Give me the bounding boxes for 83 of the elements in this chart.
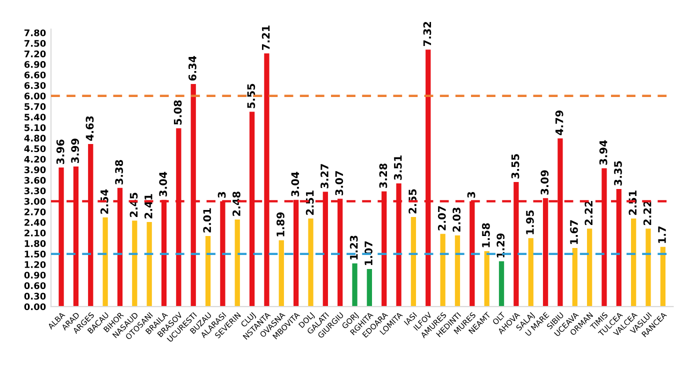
- y-tick-label: 6.00: [24, 92, 46, 100]
- y-tick-label: 5.10: [24, 124, 46, 132]
- data-label: 1.67: [570, 220, 578, 244]
- bar: [205, 236, 211, 307]
- y-tick-label: 4.50: [24, 145, 46, 152]
- data-label: 5.55: [247, 84, 256, 108]
- data-label: 3.99: [71, 138, 79, 163]
- y-tick-label: 3.60: [24, 176, 46, 184]
- data-label: 2.41: [144, 194, 152, 218]
- data-label: 3.94: [599, 140, 608, 165]
- y-tick-label: 2.40: [24, 219, 46, 226]
- bar: [352, 263, 358, 307]
- y-tick-label: 0.90: [24, 272, 46, 279]
- data-label: 6.34: [188, 56, 196, 81]
- bar: [366, 269, 372, 307]
- y-tick-label: 2.70: [24, 208, 46, 216]
- y-tick-label: 0.60: [24, 282, 46, 290]
- data-label: 2.48: [232, 192, 240, 216]
- y-tick-label: 6.30: [24, 82, 46, 89]
- data-label: 1.23: [350, 236, 358, 260]
- data-label: 1.7: [658, 226, 666, 243]
- bar: [410, 217, 416, 307]
- data-label: 3: [218, 192, 226, 198]
- bar: [528, 238, 534, 307]
- data-label: 3: [467, 192, 476, 198]
- y-tick-label: 0.30: [24, 292, 46, 300]
- data-label: 3.28: [379, 164, 388, 188]
- bar: [102, 217, 108, 307]
- bar: [484, 251, 490, 307]
- bar: [660, 246, 666, 307]
- y-tick-label: 1.50: [24, 250, 46, 258]
- y-tick-label: 1.20: [24, 261, 46, 268]
- data-label: 2.51: [306, 190, 314, 215]
- y-tick-label: 7.50: [24, 40, 46, 47]
- data-label: 7.32: [423, 22, 432, 46]
- data-label: 3.38: [115, 160, 123, 184]
- data-label: 1.89: [276, 212, 284, 236]
- data-label: 2.07: [438, 206, 446, 230]
- y-tick-label: 3.90: [24, 166, 46, 174]
- data-label: 1.58: [482, 223, 490, 248]
- data-label: 5.08: [174, 100, 182, 125]
- data-label: 3.09: [540, 170, 549, 195]
- bar: [440, 234, 446, 307]
- y-tick-label: 7.80: [24, 29, 46, 36]
- y-tick-label: 5.40: [24, 114, 46, 121]
- y-tick-label: 6.60: [24, 72, 46, 78]
- y-tick-label: 4.80: [24, 134, 46, 142]
- data-label: 1.29: [496, 233, 505, 258]
- data-label: 2.01: [203, 208, 212, 232]
- data-label: 3.27: [320, 164, 328, 188]
- bar: [234, 220, 240, 307]
- y-tick-label: 3.00: [24, 198, 46, 205]
- data-label: 3.35: [614, 161, 622, 186]
- data-label: 3.55: [511, 154, 520, 178]
- data-label: 1.95: [526, 210, 534, 234]
- data-label: 3.51: [394, 156, 402, 180]
- bar: [498, 261, 504, 307]
- bar: [586, 228, 592, 307]
- data-label: 7.21: [262, 26, 270, 50]
- bar: [631, 218, 636, 307]
- y-tick-label: 5.70: [24, 103, 46, 110]
- y-tick-label: 2.10: [24, 230, 46, 236]
- bar: [146, 222, 152, 307]
- y-tick-label: 4.20: [24, 156, 46, 163]
- data-label: 3.04: [291, 172, 300, 196]
- y-tick-label: 1.80: [24, 240, 46, 247]
- y-tick-label: 0.00: [24, 303, 46, 310]
- y-tick-label: 7.20: [24, 50, 46, 58]
- data-label: 3.07: [335, 171, 344, 196]
- data-label: 4.63: [86, 116, 94, 141]
- y-tick-label: 3.30: [24, 187, 46, 194]
- data-label: 3.04: [159, 172, 168, 196]
- bar: [646, 228, 651, 307]
- bar: [132, 220, 138, 307]
- data-label: 3.96: [56, 140, 64, 164]
- data-label: 2.03: [452, 208, 461, 232]
- data-label: 2.22: [584, 201, 592, 226]
- bar: [278, 240, 284, 307]
- bar: [308, 218, 314, 307]
- bar: [454, 235, 460, 307]
- data-label: 4.79: [555, 110, 564, 136]
- bar: [572, 248, 578, 307]
- y-tick-label: 6.90: [24, 61, 46, 68]
